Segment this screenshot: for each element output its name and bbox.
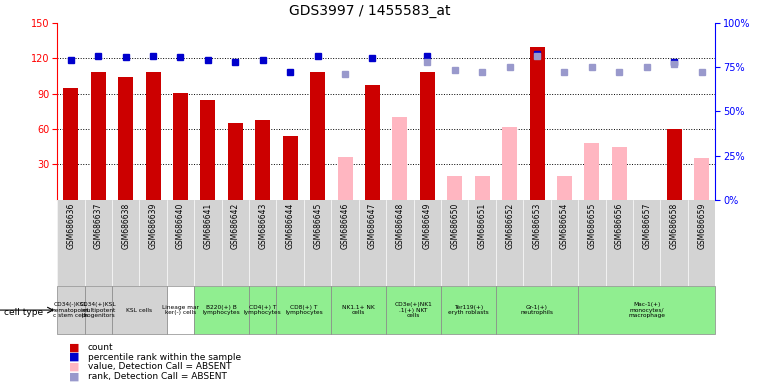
Bar [145, 73, 161, 200]
Text: KSL cells: KSL cells [126, 308, 152, 313]
Bar [331, 286, 386, 334]
Bar [578, 286, 715, 334]
Text: GSM686649: GSM686649 [423, 202, 431, 249]
Text: GSM686639: GSM686639 [148, 202, 158, 249]
Bar [386, 286, 441, 334]
Text: CD4(+) T
lymphocytes: CD4(+) T lymphocytes [244, 305, 282, 316]
Bar [338, 157, 352, 200]
Text: GSM686656: GSM686656 [615, 202, 624, 249]
Text: GSM686659: GSM686659 [697, 202, 706, 249]
Text: GSM686643: GSM686643 [258, 202, 267, 249]
Text: CD8(+) T
lymphocytes: CD8(+) T lymphocytes [285, 305, 323, 316]
Bar [310, 73, 325, 200]
Text: Ter119(+)
eryth roblasts: Ter119(+) eryth roblasts [448, 305, 489, 316]
Bar [530, 46, 545, 200]
Text: Lineage mar
ker(-) cells: Lineage mar ker(-) cells [162, 305, 199, 316]
Bar [496, 286, 578, 334]
Bar [84, 286, 112, 334]
Bar [255, 119, 270, 200]
Text: GSM686651: GSM686651 [478, 202, 487, 248]
Bar [112, 286, 167, 334]
Bar [441, 286, 496, 334]
Text: Gr-1(+)
neutrophils: Gr-1(+) neutrophils [521, 305, 553, 316]
Text: ■: ■ [68, 343, 79, 353]
Text: CD34(-)KSL
hematopoiet
c stem cells: CD34(-)KSL hematopoiet c stem cells [52, 302, 90, 318]
Bar [557, 176, 572, 200]
Bar [91, 73, 106, 200]
Bar [612, 147, 627, 200]
Bar [276, 286, 331, 334]
Text: GSM686648: GSM686648 [396, 202, 404, 248]
Bar [502, 127, 517, 200]
Bar [667, 129, 682, 200]
Bar [249, 286, 276, 334]
Bar [393, 117, 407, 200]
Bar [173, 93, 188, 200]
Text: GSM686636: GSM686636 [66, 202, 75, 249]
Bar [282, 136, 298, 200]
Bar [228, 123, 243, 200]
Text: GSM686655: GSM686655 [587, 202, 597, 249]
Text: Mac-1(+)
monocytes/
macrophage: Mac-1(+) monocytes/ macrophage [629, 302, 665, 318]
Text: GSM686646: GSM686646 [341, 202, 349, 249]
Bar [475, 176, 490, 200]
Text: value, Detection Call = ABSENT: value, Detection Call = ABSENT [88, 362, 231, 371]
Text: GSM686641: GSM686641 [203, 202, 212, 248]
Bar [365, 86, 380, 200]
Text: GSM686640: GSM686640 [176, 202, 185, 249]
Text: GSM686654: GSM686654 [560, 202, 569, 249]
Text: GSM686650: GSM686650 [451, 202, 460, 249]
Text: CD3e(+)NK1
.1(+) NKT
cells: CD3e(+)NK1 .1(+) NKT cells [395, 302, 432, 318]
Text: NK1.1+ NK
cells: NK1.1+ NK cells [342, 305, 375, 316]
Text: GSM686657: GSM686657 [642, 202, 651, 249]
Text: GSM686647: GSM686647 [368, 202, 377, 249]
Text: cell type: cell type [4, 308, 43, 318]
Text: percentile rank within the sample: percentile rank within the sample [88, 353, 240, 362]
Bar [694, 159, 709, 200]
Text: GDS3997 / 1455583_at: GDS3997 / 1455583_at [289, 4, 451, 18]
Bar [584, 143, 600, 200]
Text: CD34(+)KSL
multipotent
progenitors: CD34(+)KSL multipotent progenitors [80, 302, 116, 318]
Text: GSM686658: GSM686658 [670, 202, 679, 248]
Text: ■: ■ [68, 352, 79, 362]
Text: GSM686637: GSM686637 [94, 202, 103, 249]
Bar [447, 176, 463, 200]
Text: rank, Detection Call = ABSENT: rank, Detection Call = ABSENT [88, 372, 226, 381]
Bar [118, 77, 133, 200]
Bar [194, 286, 249, 334]
Text: B220(+) B
lymphocytes: B220(+) B lymphocytes [202, 305, 240, 316]
Bar [167, 286, 194, 334]
Text: ■: ■ [68, 371, 79, 381]
Bar [57, 286, 84, 334]
Bar [200, 99, 215, 200]
Text: count: count [88, 343, 113, 352]
Text: GSM686645: GSM686645 [313, 202, 322, 249]
Text: GSM686638: GSM686638 [121, 202, 130, 248]
Text: GSM686642: GSM686642 [231, 202, 240, 248]
Text: GSM686652: GSM686652 [505, 202, 514, 248]
Bar [63, 88, 78, 200]
Bar [420, 73, 435, 200]
Text: ■: ■ [68, 362, 79, 372]
Text: GSM686653: GSM686653 [533, 202, 542, 249]
Text: GSM686644: GSM686644 [285, 202, 295, 249]
